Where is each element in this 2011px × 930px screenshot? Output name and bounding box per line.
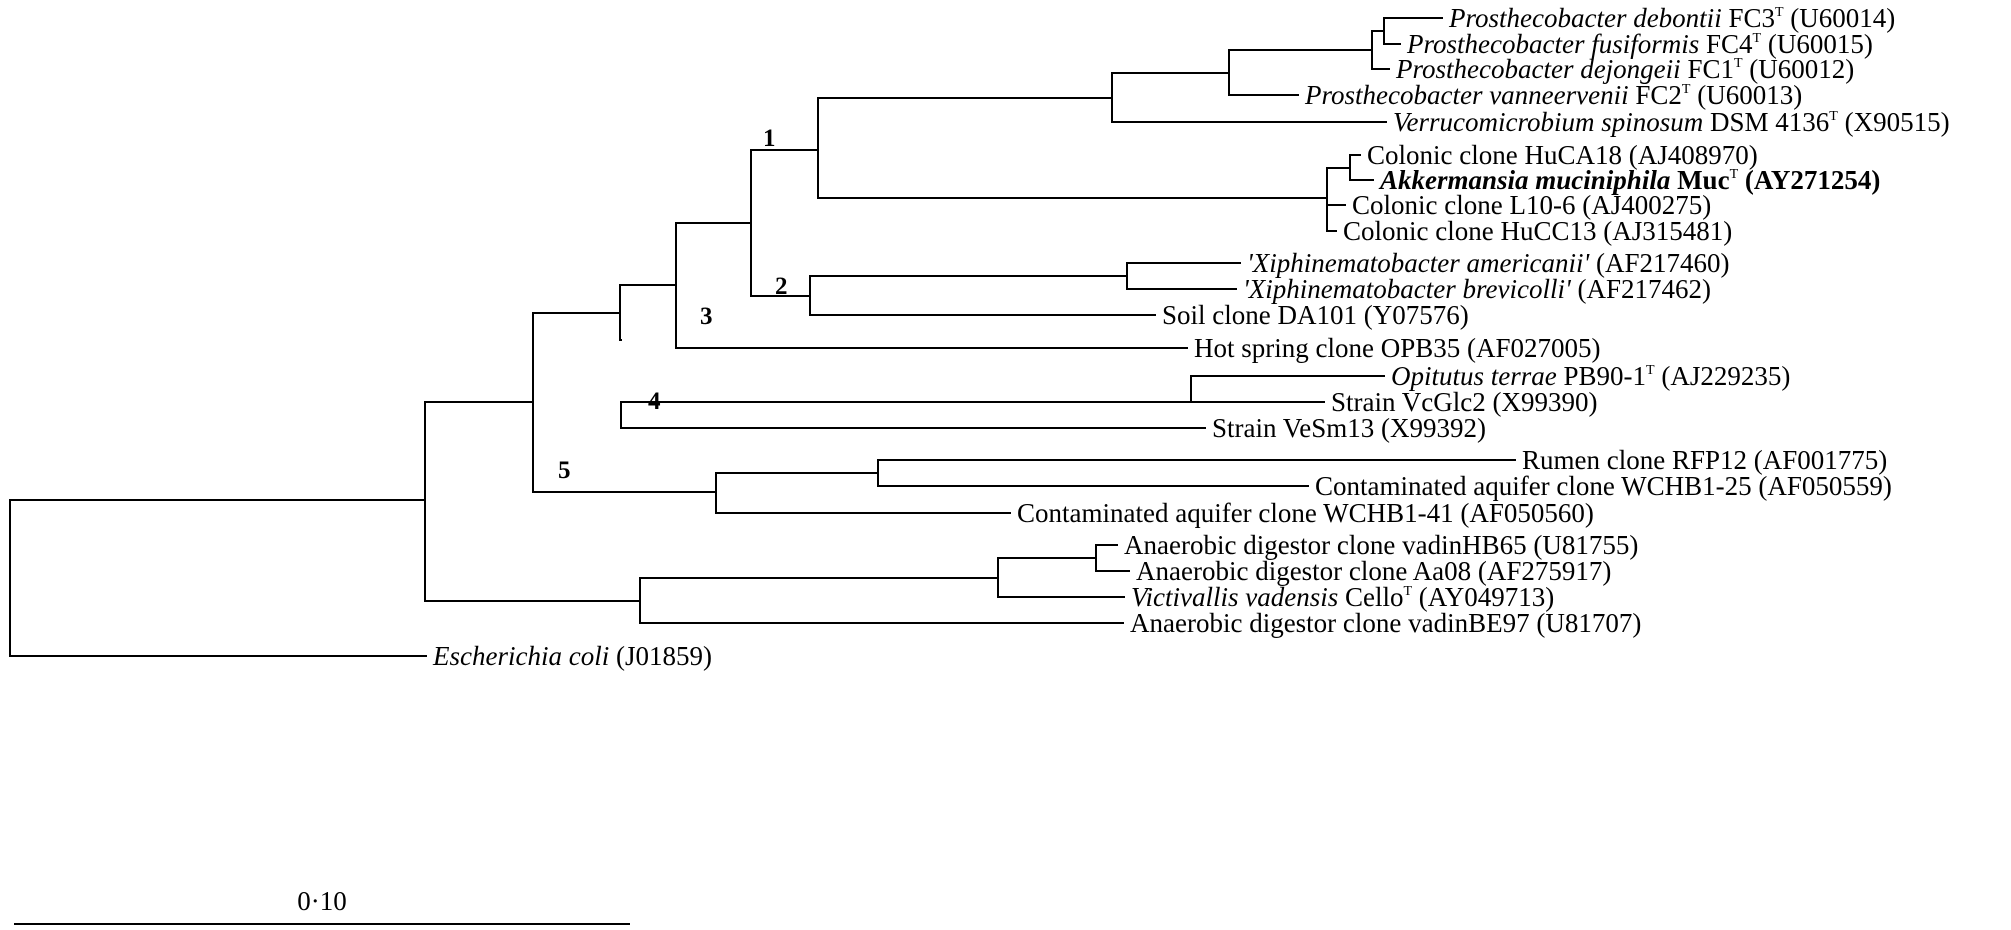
cluster-label-5: 5 [558, 457, 571, 484]
leaf-label-part: Prosthecobacter vanneervenii [1304, 80, 1629, 110]
leaf-label-x_brevicolli: 'Xiphinematobacter brevicolli' (AF217462… [1243, 274, 1711, 304]
leaf-label-part: FC3 [1722, 3, 1775, 33]
leaf-label-part: Anaerobic digestor clone vadinBE97 (U817… [1130, 608, 1641, 638]
leaf-label-vanneervenii: Prosthecobacter vanneervenii FC2T (U6001… [1304, 80, 1802, 110]
leaf-label-part: Anaerobic digestor clone vadinHB65 (U817… [1124, 530, 1638, 560]
leaf-label-part: Strain VeSm13 (X99392) [1212, 413, 1486, 443]
scale-bar-label: 0·10 [297, 886, 347, 916]
cluster-label-4: 4 [648, 388, 661, 415]
cluster-label-2: 2 [775, 273, 788, 300]
leaf-label-part: FC1 [1681, 54, 1734, 84]
cluster-labels: 1 2 3 4 5 [558, 125, 788, 484]
leaf-label-part: T [1734, 56, 1743, 71]
leaf-label-part: T [1646, 363, 1655, 378]
leaf-label-part: Rumen clone RFP12 (AF001775) [1522, 445, 1887, 475]
leaf-label-vadinbe97: Anaerobic digestor clone vadinBE97 (U817… [1130, 608, 1641, 638]
leaf-label-part: Muc [1670, 165, 1729, 195]
leaf-label-part: T [1682, 82, 1691, 97]
leaf-label-huca18: Colonic clone HuCA18 (AJ408970) [1367, 140, 1758, 170]
leaf-label-part: Contaminated aquifer clone WCHB1-25 (AF0… [1315, 471, 1892, 501]
leaf-label-part: FC4 [1699, 29, 1753, 59]
leaf-label-wchb1_41: Contaminated aquifer clone WCHB1-41 (AF0… [1017, 498, 1594, 528]
leaf-label-part: (U60015) [1761, 29, 1873, 59]
leaf-label-part: Verrucomicrobium spinosum [1393, 107, 1703, 137]
leaf-label-part: Prosthecobacter debontii [1448, 3, 1722, 33]
leaf-label-part: 'Xiphinematobacter americanii' [1247, 248, 1590, 278]
cluster-label-3: 3 [700, 303, 713, 330]
leaf-label-part: T [1753, 31, 1762, 46]
tree-branches [9, 17, 1516, 657]
leaf-label-part: PB90-1 [1557, 361, 1646, 391]
leaf-label-part: DSM 4136 [1703, 107, 1829, 137]
leaf-label-vadinhb65: Anaerobic digestor clone vadinHB65 (U817… [1124, 530, 1638, 560]
leaf-label-part: Hot spring clone OPB35 (AF027005) [1194, 333, 1601, 363]
leaf-label-part: T [1829, 109, 1838, 124]
leaf-label-part: Colonic clone L10-6 (AJ400275) [1352, 190, 1711, 220]
leaf-label-part: (AY049713) [1412, 582, 1554, 612]
leaf-label-da101: Soil clone DA101 (Y07576) [1162, 300, 1469, 330]
leaf-label-x_americanii: 'Xiphinematobacter americanii' (AF217460… [1247, 248, 1729, 278]
leaf-label-fusiformis: Prosthecobacter fusiformis FC4T (U60015) [1406, 29, 1873, 59]
leaf-label-vesm13: Strain VeSm13 (X99392) [1212, 413, 1486, 443]
leaf-label-wchb1_25: Contaminated aquifer clone WCHB1-25 (AF0… [1315, 471, 1892, 501]
leaf-label-aa08: Anaerobic digestor clone Aa08 (AF275917) [1136, 556, 1611, 586]
leaf-label-part: Prosthecobacter fusiformis [1406, 29, 1699, 59]
leaf-label-part: Opitutus terrae [1391, 361, 1557, 391]
leaf-label-part: Victivallis vadensis [1131, 582, 1338, 612]
leaf-label-part: Prosthecobacter dejongeii [1395, 54, 1681, 84]
leaf-label-part: (AJ229235) [1655, 361, 1791, 391]
leaf-label-part: Escherichia coli [432, 641, 609, 671]
leaf-label-verrucomicrobium: Verrucomicrobium spinosum DSM 4136T (X90… [1393, 107, 1950, 137]
leaf-label-part: T [1730, 167, 1739, 182]
leaf-label-dejongeii: Prosthecobacter dejongeii FC1T (U60012) [1395, 54, 1854, 84]
leaf-label-l10_6: Colonic clone L10-6 (AJ400275) [1352, 190, 1711, 220]
leaf-label-part: FC2 [1629, 80, 1682, 110]
leaf-label-part: Colonic clone HuCC13 (AJ315481) [1343, 216, 1732, 246]
leaf-label-part: Akkermansia muciniphila [1378, 165, 1670, 195]
scale-bar: 0·10 [14, 886, 630, 925]
leaf-label-opitutus: Opitutus terrae PB90-1T (AJ229235) [1391, 361, 1790, 391]
leaf-label-part: Strain VcGlc2 (X99390) [1331, 387, 1597, 417]
leaf-label-opb35: Hot spring clone OPB35 (AF027005) [1194, 333, 1601, 363]
leaf-label-ecoli: Escherichia coli (J01859) [432, 641, 712, 671]
cluster-label-1: 1 [763, 125, 776, 152]
leaf-label-part: (X90515) [1838, 107, 1950, 137]
leaf-label-part: Anaerobic digestor clone Aa08 (AF275917) [1136, 556, 1611, 586]
leaf-label-part: (AF217460) [1589, 248, 1729, 278]
leaf-label-akkermansia: Akkermansia muciniphila MucT (AY271254) [1378, 165, 1880, 195]
leaf-label-part: Cello [1338, 582, 1403, 612]
leaf-label-part: (U60014) [1784, 3, 1896, 33]
leaf-label-part: Contaminated aquifer clone WCHB1-41 (AF0… [1017, 498, 1594, 528]
leaf-label-part: (J01859) [609, 641, 712, 671]
leaf-label-part: Soil clone DA101 (Y07576) [1162, 300, 1469, 330]
leaf-label-part: (AY271254) [1738, 165, 1880, 195]
leaf-label-part: (AF217462) [1571, 274, 1711, 304]
leaf-label-part: (U60012) [1743, 54, 1855, 84]
leaf-label-part: Colonic clone HuCA18 (AJ408970) [1367, 140, 1758, 170]
leaf-labels: Prosthecobacter debontii FC3T (U60014)Pr… [432, 3, 1950, 671]
leaf-label-hucc13: Colonic clone HuCC13 (AJ315481) [1343, 216, 1732, 246]
leaf-label-part: (U60013) [1690, 80, 1802, 110]
leaf-label-part: T [1775, 5, 1784, 20]
leaf-label-victivallis: Victivallis vadensis CelloT (AY049713) [1131, 582, 1554, 612]
leaf-label-part: T [1403, 584, 1412, 599]
leaf-label-part: 'Xiphinematobacter brevicolli' [1243, 274, 1572, 304]
leaf-label-vcglc2: Strain VcGlc2 (X99390) [1331, 387, 1597, 417]
leaf-label-rfp12: Rumen clone RFP12 (AF001775) [1522, 445, 1887, 475]
leaf-label-debontii: Prosthecobacter debontii FC3T (U60014) [1448, 3, 1895, 33]
